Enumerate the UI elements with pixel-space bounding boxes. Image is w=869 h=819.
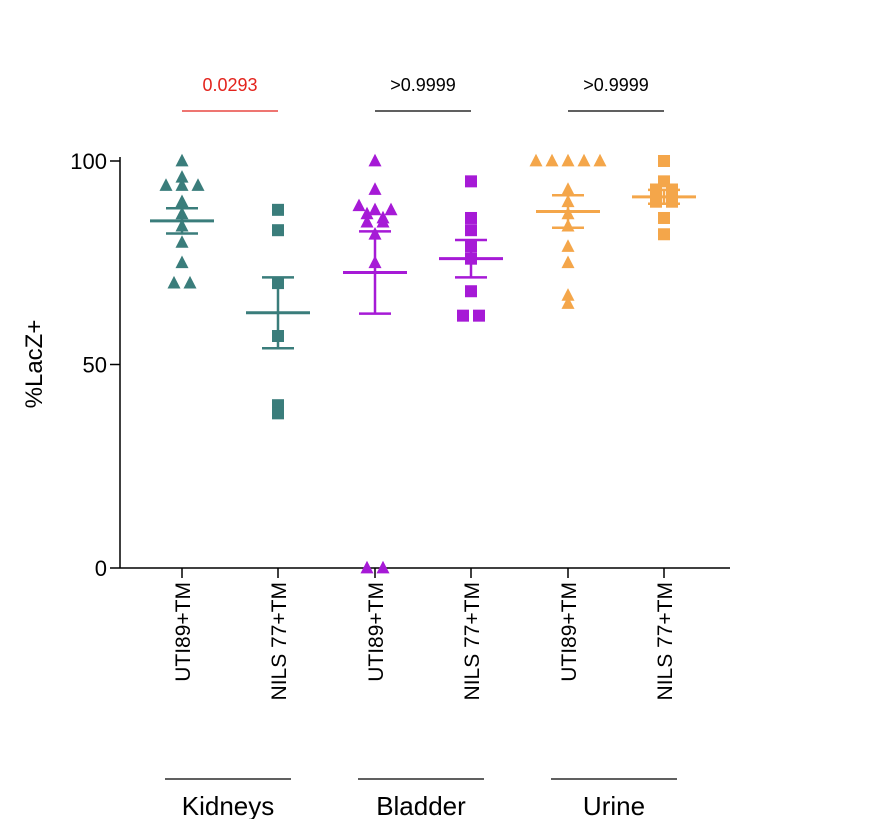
series-3 — [439, 175, 503, 322]
data-point — [561, 182, 575, 195]
data-point — [175, 194, 189, 208]
series-1 — [246, 203, 310, 420]
series-4 — [529, 153, 607, 309]
data-point — [175, 255, 189, 269]
data-series — [150, 153, 696, 574]
y-tick-label: 50 — [83, 353, 107, 378]
data-point — [360, 560, 374, 574]
x-tick-label: UTI89+TM — [365, 582, 388, 682]
data-point — [175, 153, 189, 167]
data-point — [658, 228, 670, 241]
data-point — [529, 153, 543, 167]
series-5 — [632, 155, 696, 241]
group-labels: Kidneys Bladder Urine — [165, 778, 677, 819]
data-point — [175, 170, 189, 183]
data-point — [465, 211, 477, 224]
data-point — [360, 206, 374, 220]
group-label: Kidneys — [182, 791, 275, 819]
data-point — [167, 275, 181, 289]
axes: 0 50 100 UTI89+TM NILS 77+TM UTI89+TM NILS 77+… — [70, 149, 730, 700]
data-point — [368, 153, 382, 167]
series-2 — [343, 153, 407, 574]
data-point — [183, 275, 197, 289]
data-point — [360, 214, 374, 228]
data-point — [159, 178, 173, 191]
group-label: Bladder — [376, 791, 466, 819]
data-point — [561, 296, 575, 309]
data-point — [384, 202, 398, 216]
p-value-label: >0.9999 — [390, 75, 456, 95]
data-point — [191, 178, 205, 191]
x-tick-label: NILS 77+TM — [654, 582, 677, 700]
p-value-label: 0.0293 — [202, 75, 257, 95]
x-tick-label: NILS 77+TM — [461, 582, 484, 700]
y-tick-label: 0 — [95, 556, 107, 581]
data-point — [658, 211, 670, 224]
data-point — [457, 309, 469, 322]
data-point — [272, 224, 284, 237]
data-point — [658, 155, 670, 167]
data-point — [465, 175, 477, 188]
data-point — [577, 153, 591, 167]
y-axis-title: %LacZ+ — [21, 320, 48, 409]
p-value-label: >0.9999 — [583, 75, 649, 95]
data-point — [272, 203, 284, 216]
data-point — [465, 224, 477, 237]
data-point — [561, 288, 575, 301]
data-point — [272, 407, 284, 420]
group-label: Urine — [583, 791, 645, 819]
data-point — [376, 560, 390, 574]
data-point — [368, 202, 382, 216]
y-tick-label: 100 — [70, 149, 107, 174]
data-point — [561, 255, 575, 269]
data-point — [545, 153, 559, 167]
x-tick-label: UTI89+TM — [172, 582, 195, 682]
x-tick-label: UTI89+TM — [558, 582, 581, 682]
data-point — [561, 153, 575, 167]
data-point — [175, 235, 189, 248]
x-tick-label: NILS 77+TM — [268, 582, 291, 700]
data-point — [465, 285, 477, 298]
series-0 — [150, 153, 214, 289]
data-point — [175, 178, 189, 191]
comparison-brackets: 0.0293 >0.9999 >0.9999 — [182, 75, 664, 112]
data-point — [473, 309, 485, 322]
data-point — [368, 182, 382, 195]
data-point — [376, 214, 390, 228]
data-point — [593, 153, 607, 167]
data-point — [561, 239, 575, 252]
data-point — [352, 198, 366, 212]
